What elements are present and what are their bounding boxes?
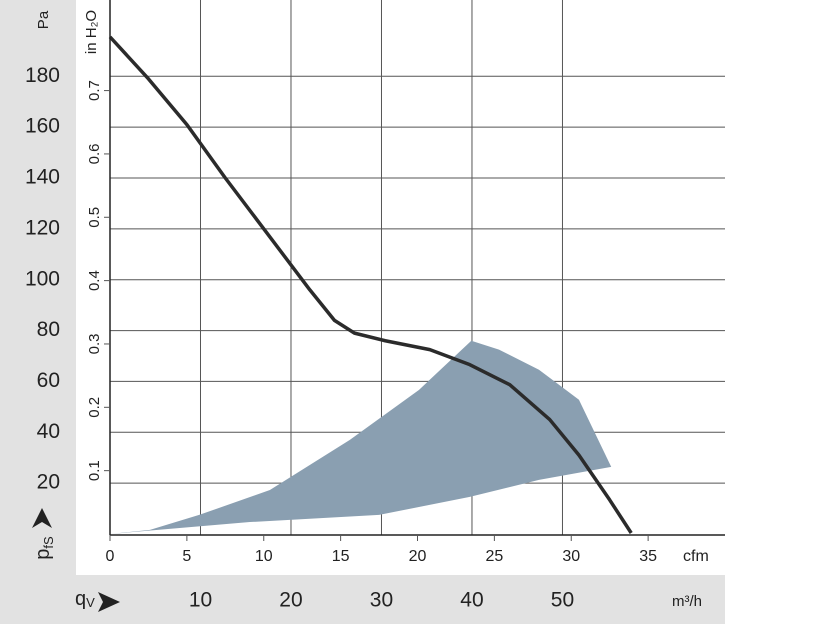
y-symbol-main: p xyxy=(32,549,54,560)
area xyxy=(110,340,612,534)
x2-label: m³/h xyxy=(672,593,702,610)
curve xyxy=(108,35,633,534)
y2-tick-label: 0.1 xyxy=(86,460,103,481)
y-label: Pa xyxy=(35,10,52,29)
y2-tick-label: 0.2 xyxy=(86,397,103,418)
x-symbol: qV xyxy=(75,588,95,610)
y2-tick-label: 0.3 xyxy=(86,334,103,355)
x-arrow xyxy=(98,592,120,612)
x-tick-label: 30 xyxy=(562,548,580,565)
x-tick-label: 0 xyxy=(106,548,115,565)
y2-tick-label: 0.7 xyxy=(86,80,103,101)
y2-tick-label: 0.6 xyxy=(86,143,103,164)
y-tick-label: 120 xyxy=(25,216,60,239)
x2-tick-label: 50 xyxy=(551,589,574,612)
left-band xyxy=(0,0,76,575)
y2-tick-label: 0.5 xyxy=(86,207,103,228)
x-symbol-main: q xyxy=(75,588,86,610)
y-tick-label: 60 xyxy=(37,369,60,392)
y-symbol: pfS xyxy=(32,536,56,560)
x-tick-label: 20 xyxy=(409,548,427,565)
bottom-band xyxy=(0,575,725,624)
x-tick-label: 25 xyxy=(485,548,503,565)
y-arrow xyxy=(32,508,52,528)
x-tick-label: 15 xyxy=(332,548,350,565)
y-tick-label: 140 xyxy=(25,166,60,189)
y-tick-label: 160 xyxy=(25,115,60,138)
plot xyxy=(108,35,633,534)
y2-label: in H₂O xyxy=(83,10,100,54)
x2-tick-label: 20 xyxy=(279,589,302,612)
x-tick-label: 35 xyxy=(639,548,657,565)
x-tick-label: 5 xyxy=(182,548,191,565)
y2-tick-label: 0.4 xyxy=(86,270,103,291)
y-tick-label: 80 xyxy=(37,318,60,341)
x2-tick-label: 40 xyxy=(460,589,483,612)
y-tick-label: 20 xyxy=(37,471,60,494)
x-tick-label: 10 xyxy=(255,548,273,565)
x2-tick-label: 30 xyxy=(370,589,393,612)
x-label: cfm xyxy=(683,548,709,565)
x2-tick-label: 10 xyxy=(189,589,212,612)
y-tick-label: 40 xyxy=(37,420,60,443)
y-tick-label: 180 xyxy=(25,64,60,87)
y-tick-label: 100 xyxy=(25,267,60,290)
x-symbol-sub: V xyxy=(86,595,95,610)
y-symbol-sub: fS xyxy=(41,536,56,549)
